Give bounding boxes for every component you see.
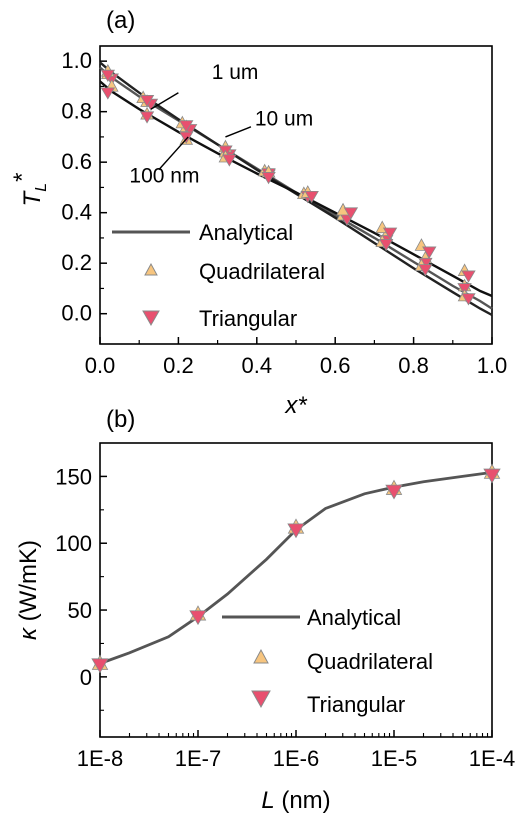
legend-analytical-label: Analytical [307, 605, 401, 630]
y-tick-label: 150 [55, 464, 92, 489]
x-tick-label: 1E-6 [273, 746, 319, 771]
panel-b-y-axis-title: κ (W/mK) [15, 540, 42, 640]
panel-b-x-title-main: L [261, 787, 274, 814]
y-tick-label: 0.0 [61, 301, 92, 326]
x-tick-label: 0.2 [163, 353, 194, 378]
panel-a-y-title-sub: L [33, 183, 50, 192]
annotation-label: 100 nm [129, 164, 199, 187]
y-tick-label: 0.8 [61, 99, 92, 124]
y-tick-label: 50 [68, 598, 92, 623]
y-tick-label: 0.4 [61, 200, 92, 225]
panel-b-x-title-rest: (nm) [275, 787, 331, 814]
x-tick-label: 0.4 [242, 353, 273, 378]
panel-a-y-axis-title: TL* [9, 173, 50, 207]
panel-a: (a) 0.0 0.2 0.4 0.6 0.8 1.0 0.0 0.2 0.4 0.6 0.8 1.0… [9, 7, 507, 419]
panel-a-x-axis-title: x* [284, 392, 307, 419]
panel-b-plot-frame [100, 443, 492, 737]
panel-b-label: (b) [106, 406, 135, 433]
panel-a-label: (a) [106, 7, 135, 34]
legend-quadrilateral-label: Quadrilateral [199, 259, 325, 284]
x-tick-label: 1E-5 [371, 746, 417, 771]
x-tick-label: 1E-7 [175, 746, 221, 771]
y-tick-label: 100 [55, 531, 92, 556]
panel-a-annotations: 1 um 10 um 100 nm [129, 61, 313, 188]
x-tick-label: 0.0 [85, 353, 116, 378]
x-tick-label: 1.0 [477, 353, 508, 378]
svg-text:κ (W/mK): κ (W/mK) [15, 540, 42, 640]
analytical-curve [100, 472, 492, 663]
panel-b: (b) 1E-8 1E-7 1E-6 1E-5 1E-4 0 50 100 150 L (nm)… [15, 406, 515, 814]
annotation-label: 1 um [212, 61, 259, 84]
legend-triangular-marker [252, 691, 270, 707]
panel-b-series [92, 464, 500, 672]
x-tick-label: 0.6 [320, 353, 351, 378]
legend-analytical-label: Analytical [199, 220, 293, 245]
legend-triangular-label: Triangular [199, 306, 297, 331]
panel-b-legend: Analytical Quadrilateral Triangular [222, 605, 433, 717]
y-tick-label: 0.2 [61, 250, 92, 275]
y-tick-label: 0 [80, 665, 92, 690]
legend-quadrilateral-marker [145, 264, 157, 275]
panel-a-y-title-sup: * [9, 173, 36, 183]
legend-triangular-label: Triangular [307, 692, 405, 717]
annotation-arrow [225, 127, 250, 137]
triangular-marker [101, 88, 114, 99]
svg-text:TL*: TL* [9, 173, 50, 207]
panel-b-x-axis-title: L (nm) [261, 787, 330, 814]
x-tick-label: 0.8 [398, 353, 429, 378]
y-tick-label: 0.6 [61, 149, 92, 174]
x-tick-label: 1E-4 [469, 746, 515, 771]
annotation-label: 10 um [255, 108, 313, 131]
legend-quadrilateral-marker [254, 650, 268, 663]
x-tick-label: 1E-8 [77, 746, 123, 771]
legend-triangular-marker [143, 311, 159, 325]
panel-b-y-title-rest: (W/mK) [15, 540, 42, 628]
panel-a-legend: Analytical Quadrilateral Triangular [112, 220, 325, 331]
y-tick-label: 1.0 [61, 48, 92, 73]
legend-quadrilateral-label: Quadrilateral [307, 649, 433, 674]
